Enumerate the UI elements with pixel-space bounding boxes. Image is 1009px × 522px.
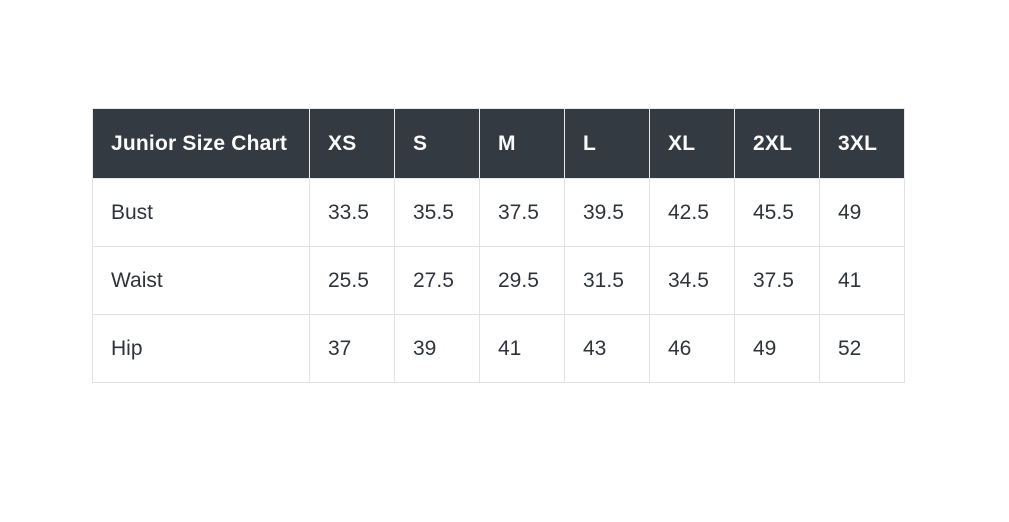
row-label-hip: Hip <box>92 314 310 383</box>
column-header-xs: XS <box>309 108 395 179</box>
cell-bust-3xl: 49 <box>819 178 905 247</box>
cell-hip-m: 41 <box>479 314 565 383</box>
row-bust: Bust 33.5 35.5 37.5 39.5 42.5 45.5 49 <box>92 178 905 247</box>
cell-hip-2xl: 49 <box>734 314 820 383</box>
cell-hip-3xl: 52 <box>819 314 905 383</box>
cell-hip-xs: 37 <box>309 314 395 383</box>
cell-waist-xs: 25.5 <box>309 246 395 315</box>
cell-waist-m: 29.5 <box>479 246 565 315</box>
cell-waist-2xl: 37.5 <box>734 246 820 315</box>
row-label-waist: Waist <box>92 246 310 315</box>
column-header-xl: XL <box>649 108 735 179</box>
cell-bust-l: 39.5 <box>564 178 650 247</box>
cell-hip-l: 43 <box>564 314 650 383</box>
cell-waist-l: 31.5 <box>564 246 650 315</box>
cell-bust-s: 35.5 <box>394 178 480 247</box>
junior-size-chart-table: Junior Size Chart XS S M L XL 2XL 3XL Bu… <box>92 108 905 383</box>
cell-bust-xl: 42.5 <box>649 178 735 247</box>
cell-bust-xs: 33.5 <box>309 178 395 247</box>
column-header-m: M <box>479 108 565 179</box>
row-label-bust: Bust <box>92 178 310 247</box>
cell-hip-xl: 46 <box>649 314 735 383</box>
cell-hip-s: 39 <box>394 314 480 383</box>
column-header-s: S <box>394 108 480 179</box>
cell-waist-xl: 34.5 <box>649 246 735 315</box>
cell-waist-3xl: 41 <box>819 246 905 315</box>
cell-bust-2xl: 45.5 <box>734 178 820 247</box>
row-waist: Waist 25.5 27.5 29.5 31.5 34.5 37.5 41 <box>92 246 905 315</box>
column-header-3xl: 3XL <box>819 108 905 179</box>
column-header-2xl: 2XL <box>734 108 820 179</box>
header-row: Junior Size Chart XS S M L XL 2XL 3XL <box>92 108 905 179</box>
cell-bust-m: 37.5 <box>479 178 565 247</box>
cell-waist-s: 27.5 <box>394 246 480 315</box>
row-hip: Hip 37 39 41 43 46 49 52 <box>92 314 905 383</box>
table-title-cell: Junior Size Chart <box>92 108 310 179</box>
column-header-l: L <box>564 108 650 179</box>
